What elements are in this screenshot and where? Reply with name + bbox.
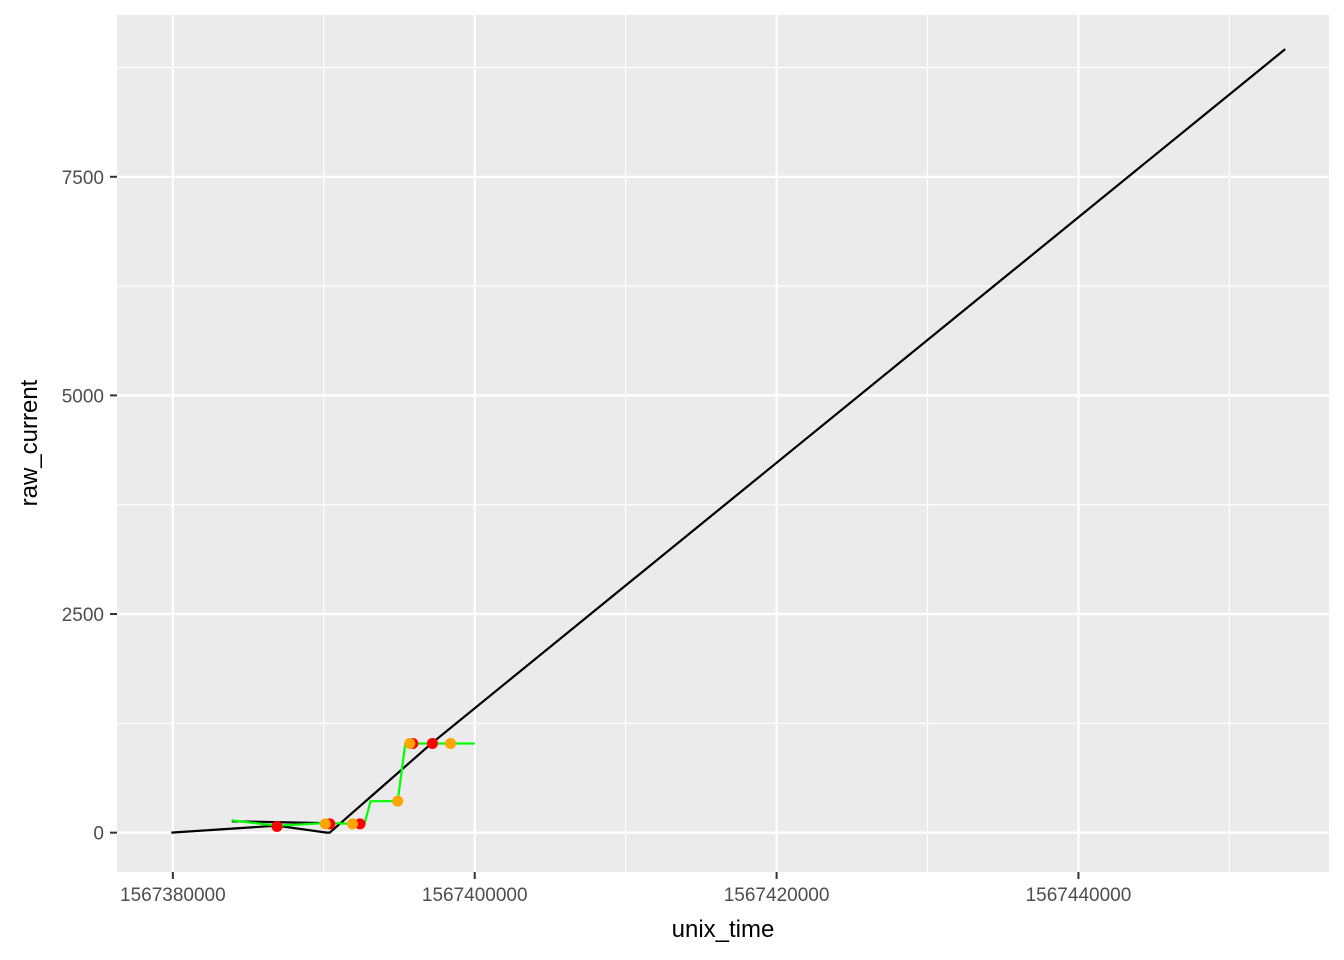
x-tick-label: 1567420000 <box>724 885 830 906</box>
data-point <box>354 818 366 830</box>
data-point <box>271 821 283 833</box>
y-tick-label: 5000 <box>62 386 104 407</box>
data-point <box>426 737 438 749</box>
y-tick-label: 0 <box>93 824 104 845</box>
x-axis-title: unix_time <box>672 916 775 943</box>
data-point <box>392 795 404 807</box>
series-line-0 <box>171 48 1286 834</box>
x-tick-label: 1567380000 <box>120 885 226 906</box>
y-tick-label: 2500 <box>62 605 104 626</box>
data-point <box>445 737 457 749</box>
minor-gridlines <box>117 15 1329 872</box>
data-point <box>346 818 358 830</box>
x-tick-label: 1567440000 <box>1026 885 1132 906</box>
data-points <box>271 737 457 833</box>
y-axis-title: raw_current <box>16 379 43 506</box>
y-tick-label: 7500 <box>62 168 104 189</box>
data-point <box>404 737 416 749</box>
y-axis: 0 2500 5000 7500 <box>62 168 117 845</box>
data-point <box>319 818 331 830</box>
major-gridlines <box>117 15 1329 872</box>
plot-panel <box>117 15 1329 872</box>
x-axis: 1567380000 1567400000 1567420000 1567440000 <box>120 872 1131 906</box>
x-tick-label: 1567400000 <box>422 885 528 906</box>
